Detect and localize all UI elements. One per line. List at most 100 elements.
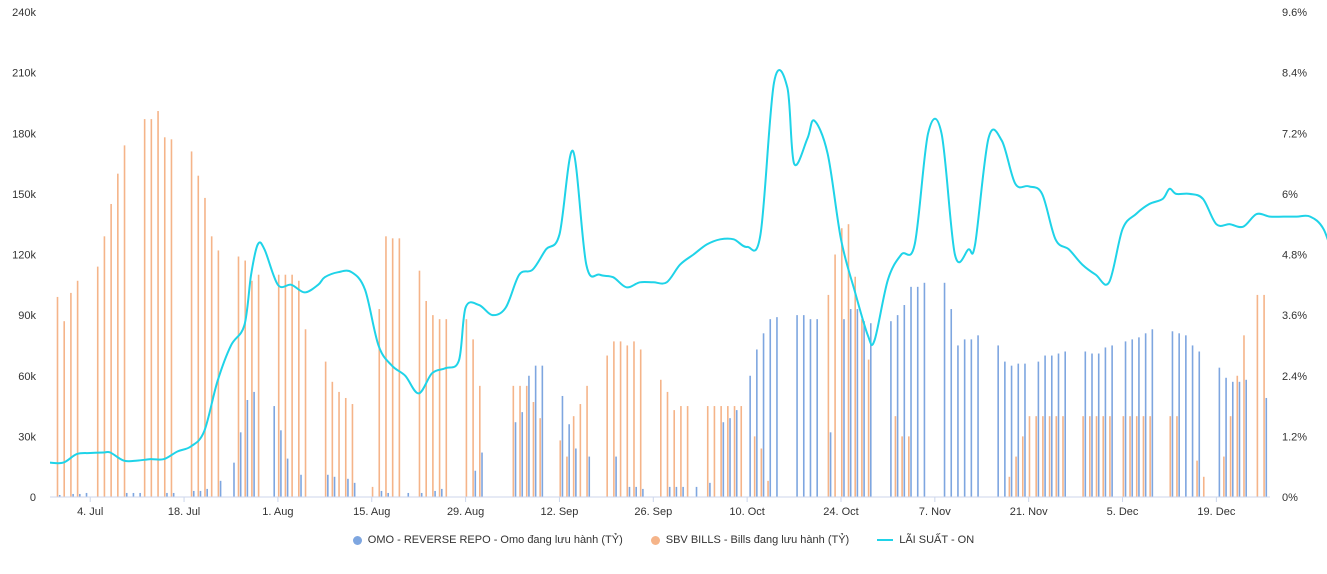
omo-bar — [333, 476, 336, 497]
y-left-tick-label: 30k — [18, 431, 36, 443]
sbv-bills-bar — [1035, 416, 1037, 497]
omo-bar — [347, 478, 349, 497]
omo-bar — [695, 486, 698, 497]
omo-bar — [856, 309, 859, 497]
omo-bar — [1010, 365, 1013, 497]
sbv-bills-bar — [1102, 416, 1105, 497]
sbv-bills-bar — [1062, 416, 1064, 497]
omo-bar — [1225, 377, 1227, 497]
omo-bar — [1017, 363, 1020, 497]
omo-series — [58, 282, 1268, 497]
sbv-bills-bar — [1169, 416, 1172, 497]
omo-bar — [1218, 367, 1221, 497]
omo-bar — [380, 490, 383, 497]
sbv-bills-bar — [727, 406, 729, 497]
sbv-bills-bar — [760, 448, 763, 497]
omo-bar — [407, 492, 410, 497]
x-tick-label: 26. Sep — [634, 506, 672, 518]
x-tick-label: 4. Jul — [77, 506, 103, 518]
sbv-bills-bar — [1223, 456, 1225, 497]
sbv-bills-bar — [1021, 436, 1024, 497]
omo-bar — [286, 458, 289, 497]
x-tick-label: 15. Aug — [353, 506, 390, 518]
omo-bar — [970, 339, 973, 497]
y-right-tick-label: 6% — [1282, 189, 1298, 201]
sbv-bills-bar — [867, 359, 870, 497]
omo-bar — [816, 319, 818, 497]
omo-bar — [809, 319, 812, 497]
y-right-tick-label: 3.6% — [1282, 310, 1307, 322]
omo-bar — [474, 470, 477, 497]
omo-bar — [957, 345, 959, 497]
sbv-bills-bar — [572, 416, 575, 497]
sbv-bills-bar — [666, 391, 669, 497]
legend-on-rate-label: LÃI SUẤT - ON — [899, 534, 975, 546]
sbv-bills-bar — [660, 379, 662, 497]
omo-bar — [353, 482, 356, 497]
omo-bar — [870, 323, 872, 497]
omo-bar — [749, 375, 751, 497]
sbv-bills-bar — [204, 197, 206, 497]
sbv-bills-bar — [432, 315, 434, 497]
sbv-bills-bar — [277, 274, 280, 497]
sbv-bills-bar — [639, 349, 642, 497]
omo-bar — [1097, 353, 1100, 497]
sbv-bills-bar — [1243, 335, 1245, 497]
sbv-bills-bar — [1176, 416, 1178, 497]
sbv-bills-bar — [740, 406, 743, 497]
omo-bar — [735, 410, 738, 497]
sbv-bills-bar — [445, 319, 448, 497]
legend-item-bills[interactable]: SBV BILLS - Bills đang lưu hành (TỶ) — [650, 534, 850, 546]
on-rate-line — [49, 69, 1327, 465]
omo-bar — [534, 365, 537, 497]
omo-bar — [420, 492, 423, 497]
sbv-bills-bar — [56, 296, 59, 497]
sbv-bills-bar — [398, 238, 401, 498]
sbv-bills-bar — [633, 341, 635, 497]
omo-bar — [1151, 329, 1154, 497]
sbv-bills-bar — [525, 385, 528, 497]
omo-bar — [172, 492, 175, 497]
omo-bar — [192, 490, 195, 497]
omo-bar — [977, 335, 979, 497]
sbv-bills-bar — [479, 385, 481, 497]
omo-bar — [776, 317, 778, 497]
sbv-bills-bar — [344, 397, 347, 497]
y-left-tick-label: 210k — [12, 68, 36, 80]
legend-item-omo[interactable]: OMO - REVERSE REPO - Omo đang lưu hành (… — [352, 534, 623, 546]
omo-bar — [1091, 353, 1093, 497]
omo-bar — [1057, 353, 1060, 497]
legend-item-on-rate[interactable]: LÃI SUẤT - ON — [877, 534, 974, 546]
sbv-bills-bar — [251, 280, 253, 497]
omo-bar — [199, 490, 202, 497]
sbv-bills-bar — [163, 137, 166, 497]
omo-bar — [903, 305, 906, 497]
sbv-bills-bar — [425, 300, 427, 497]
sbv-bills-bar — [1196, 460, 1198, 497]
sbv-bills-bar — [1082, 416, 1084, 497]
sbv-bills-bar — [1236, 375, 1239, 497]
omo-bar — [85, 492, 88, 497]
legend-bills-label: SBV BILLS - Bills đang lưu hành (TỶ) — [665, 534, 850, 546]
sbv-bills-bar — [70, 292, 72, 497]
omo-bar — [1111, 345, 1113, 497]
sbv-bills-bar — [680, 406, 682, 497]
sbv-bills-bar — [1129, 416, 1131, 497]
sbv-bills-bar — [63, 321, 66, 497]
sbv-bills-bar — [579, 404, 582, 497]
sbv-bills-bar — [586, 385, 588, 497]
sbv-bills-bar — [834, 254, 836, 497]
omo-bar — [327, 474, 329, 497]
y-left-tick-label: 90k — [18, 310, 36, 322]
omo-bar — [675, 486, 678, 497]
sbv-bills-bar — [190, 151, 193, 497]
omo-bar — [481, 452, 483, 497]
legend-bills-marker — [650, 535, 660, 545]
sbv-bills-bar — [512, 385, 515, 497]
omo-bar — [963, 339, 966, 497]
sbv-bills-bar — [1122, 416, 1125, 497]
omo-bar — [722, 422, 725, 497]
omo-bar — [729, 418, 731, 497]
sbv-bills-bar — [840, 228, 843, 497]
